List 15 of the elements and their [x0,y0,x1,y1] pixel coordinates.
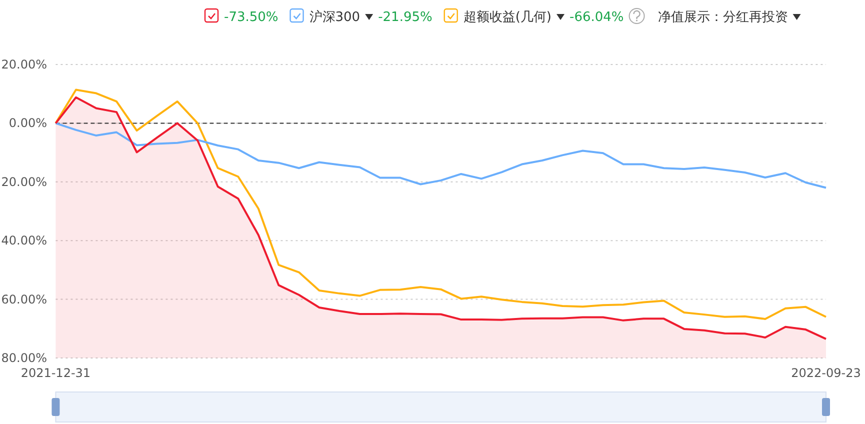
legend-label: 超额收益(几何) [463,10,552,25]
y-tick-label: 40.00% [1,234,47,248]
y-tick-label: 20.00% [1,174,47,189]
x-tick-label: 2022-09-23 [791,366,861,380]
text: -73.50% [224,10,278,25]
line-series [54,122,827,189]
y-tick-label: 60.00% [1,292,47,306]
text: 净值展示：分红再投资 [658,10,788,25]
y-tick-label: 80.00% [1,351,47,365]
y-tick-label: 20.00% [1,58,47,72]
text: -66.04% [570,10,624,25]
text: -21.95% [378,10,432,25]
x-tick-label: 2021-12-31 [20,366,91,380]
legend-label: 沪深300 [309,9,360,25]
y-tick-label: 0.00% [8,116,47,130]
